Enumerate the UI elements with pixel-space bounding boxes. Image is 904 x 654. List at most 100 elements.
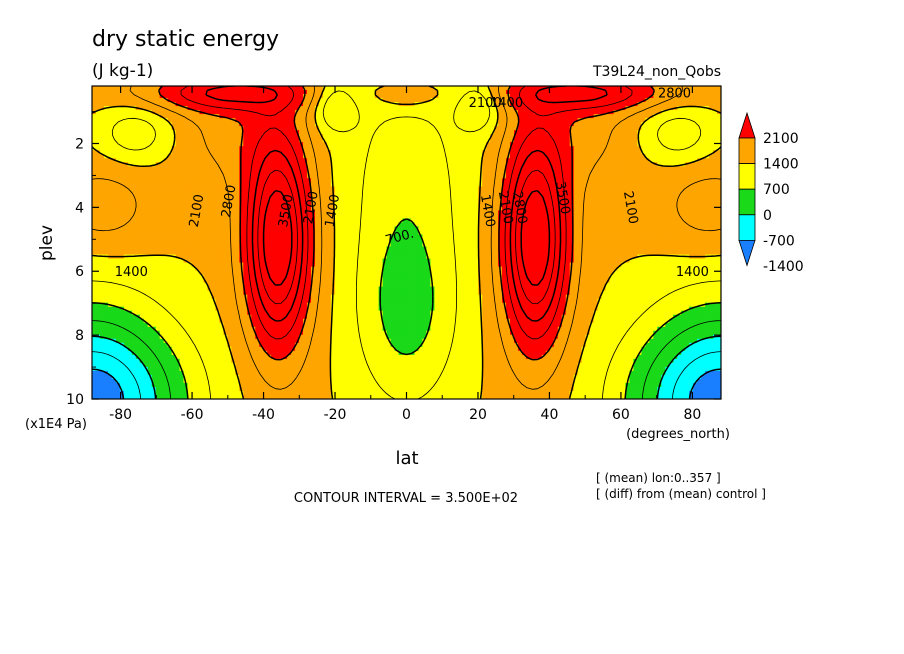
field-cell (314, 198, 320, 203)
field-cell (617, 154, 623, 159)
field-cell (541, 154, 547, 159)
field-cell (235, 190, 240, 195)
field-cell (645, 118, 650, 123)
field-cell (585, 138, 591, 143)
field-cell (410, 210, 416, 216)
field-cell (406, 182, 412, 187)
field-cell (143, 102, 149, 107)
field-cell (366, 194, 372, 199)
field-cell (605, 138, 611, 143)
field-cell (545, 198, 551, 203)
field-cell (203, 158, 209, 163)
field-cell (529, 182, 535, 187)
field-cell (697, 110, 702, 115)
field-cell (494, 198, 499, 203)
field-cell (314, 186, 320, 191)
field-cell (171, 190, 177, 195)
field-cell (143, 130, 149, 135)
field-cell (701, 118, 706, 123)
field-cell (418, 150, 424, 155)
field-cell (450, 94, 455, 99)
field-cell (394, 210, 400, 216)
field-cell (537, 106, 543, 111)
field-cell (486, 202, 491, 207)
field-cell (191, 122, 197, 127)
field-cell (314, 94, 320, 99)
field-cell (271, 206, 276, 211)
field-cell (669, 118, 674, 123)
field-cell (99, 210, 105, 216)
field-cell (410, 114, 416, 119)
field-cell (163, 114, 169, 119)
field-cell (362, 194, 368, 199)
field-cell (314, 166, 320, 171)
field-cell (661, 134, 666, 139)
field-cell (629, 142, 635, 147)
field-cell (322, 190, 328, 195)
field-cell (689, 106, 694, 111)
field-cell (713, 86, 718, 91)
field-cell (215, 118, 220, 123)
field-cell (490, 106, 495, 111)
field-cell (434, 130, 439, 135)
field-cell (239, 102, 244, 107)
field-cell (434, 202, 439, 207)
field-cell (103, 158, 109, 163)
field-cell (577, 178, 583, 183)
field-cell (239, 178, 244, 183)
field-cell (263, 106, 268, 111)
field-cell (701, 126, 706, 131)
field-cell (454, 114, 459, 119)
field-cell (95, 106, 101, 111)
field-cell (589, 94, 595, 99)
field-cell (641, 114, 646, 119)
field-cell (386, 190, 392, 195)
field-cell (131, 122, 137, 127)
field-cell (685, 130, 690, 135)
field-cell (525, 146, 531, 151)
field-cell (717, 170, 721, 175)
field-cell (302, 106, 308, 111)
field-cell (171, 186, 177, 191)
field-cell (637, 174, 642, 179)
field-cell (143, 94, 149, 99)
field-cell (589, 178, 595, 183)
field-cell (466, 150, 471, 155)
field-cell (482, 198, 487, 203)
field-cell (171, 134, 177, 139)
field-cell (103, 162, 109, 167)
field-cell (299, 90, 304, 95)
field-cell (151, 94, 157, 99)
field-cell (525, 182, 531, 187)
field-cell (255, 150, 260, 155)
field-cell (406, 190, 412, 195)
field-cell (649, 142, 654, 147)
field-cell (107, 158, 113, 163)
field-cell (123, 118, 129, 123)
field-cell (322, 86, 328, 91)
field-cell (410, 186, 416, 191)
field-cell (510, 126, 515, 131)
field-cell (143, 154, 149, 159)
field-cell (462, 134, 467, 139)
field-cell (677, 110, 682, 115)
field-cell (330, 154, 336, 159)
field-cell (119, 210, 125, 216)
field-cell (494, 190, 499, 195)
field-cell (669, 166, 674, 171)
field-cell (513, 162, 519, 167)
field-cell (613, 182, 619, 187)
field-cell (418, 102, 424, 107)
field-cell (378, 126, 384, 131)
field-cell (565, 190, 571, 195)
field-cell (215, 134, 220, 139)
field-cell (227, 182, 232, 187)
field-cell (494, 114, 499, 119)
field-cell (394, 166, 400, 171)
field-cell (442, 210, 447, 216)
field-cell (705, 206, 710, 211)
field-cell (669, 182, 674, 187)
field-cell (123, 150, 129, 155)
field-cell (179, 110, 185, 115)
field-cell (92, 166, 97, 171)
